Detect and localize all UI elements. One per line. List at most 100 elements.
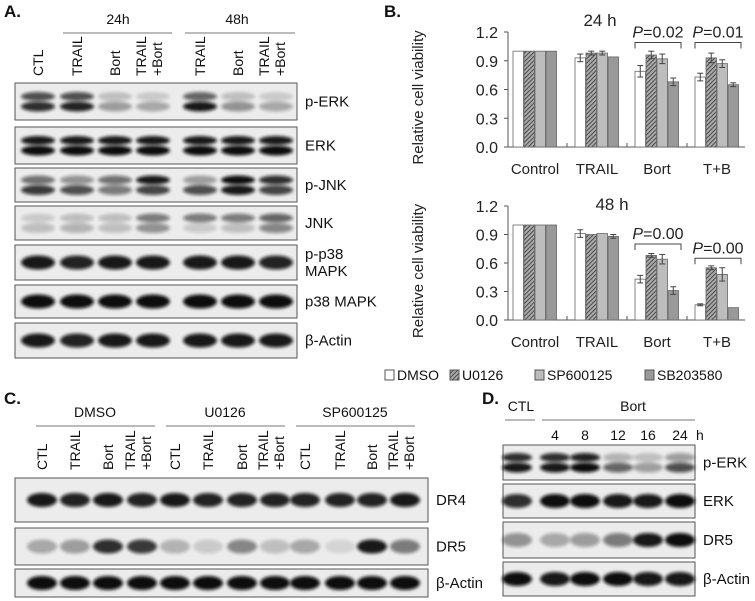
band-upper [183,213,217,223]
band-lower [98,185,132,195]
band-lower [633,462,663,473]
lane-label: TRAIL [385,430,401,470]
y-tick-label: 0.9 [476,54,498,71]
legend-label: DMSO [397,367,439,383]
band [60,576,90,590]
panel-b-charts: 0.0 0.3 0.6 0.9 1.2 Relative cell viability 24… [384,11,745,383]
band-lower [21,101,55,112]
group-header: CTL [508,398,535,414]
lane-label: Bort [364,444,380,470]
y-tick-label: 0.0 [476,140,498,157]
lane-label: +Bort [138,436,154,470]
band [160,493,190,507]
panel-c-label: C. [4,389,21,408]
blot-label: β-Actin [305,333,352,350]
band-lower [540,462,570,473]
blot-p38mapk: p38 MAPK [14,284,377,319]
band-upper [540,453,570,462]
bar-dmso [694,304,706,321]
p-value-annotation: P=0.00 [692,240,743,257]
band-upper [221,92,255,101]
band [136,255,170,270]
band [325,539,355,554]
band [27,493,57,507]
category-label: Bort [643,334,671,351]
band-upper [665,453,695,462]
band-lower [502,462,532,473]
panel-d-label: D. [482,389,499,408]
band [357,493,387,507]
bar-u0126 [705,57,717,148]
y-tick-label: 0.6 [476,83,498,100]
bar-dmso [634,70,646,148]
lane-label: TRAIL [133,36,149,76]
bar-dmso [512,224,524,321]
p-value-annotation: P=0.00 [632,226,683,243]
blot-label: DR5 [436,539,466,556]
category-label: Bort [643,161,671,178]
band-lower [136,185,170,195]
bar-u0126 [585,234,597,321]
band [21,333,55,348]
band-lower [21,223,55,233]
lane-label: +Bort [401,436,417,470]
blot-p-jnk: p-JNK [14,167,347,203]
bar-sb203580 [667,81,679,148]
band-lower [259,185,293,195]
blot-label: MAPK [305,263,348,280]
band [259,333,293,348]
blot-frame [14,167,298,203]
band-upper [221,213,255,223]
band-upper [136,213,170,223]
significance-bracket [694,42,742,49]
lane-label: 12 [610,427,626,443]
band [502,494,532,508]
band [60,539,90,554]
band [260,539,290,554]
bar-sb203580 [607,56,619,148]
band [357,539,387,554]
bar-dmso [574,233,586,321]
band [21,255,55,270]
group-header: SP600125 [322,404,388,420]
band [193,539,223,554]
y-tick-label: 1.2 [476,25,498,42]
p-symbol: P [692,240,703,257]
p-symbol: P [632,25,643,42]
blot-frame [14,82,298,121]
lane-label: Bort [107,50,123,76]
category-label: T+B [703,334,731,351]
band [193,493,223,507]
bar-sb203580 [667,290,679,321]
y-axis-label: Relative cell viability [410,30,427,165]
band [98,255,132,270]
band [570,572,600,586]
band [227,576,257,590]
band [259,255,293,270]
lane-label: CTL [30,49,46,76]
band [633,494,663,508]
bar-dmso [634,278,646,321]
lane-label: TRAIL [67,430,83,470]
band-lower [570,462,600,473]
bar-sp600125 [596,52,608,148]
panel-a-label: A. [4,2,21,21]
band [325,493,355,507]
band [227,539,257,554]
band-lower [183,101,217,112]
p-value: =0.01 [703,25,744,42]
bar-sp600125 [534,50,546,148]
band [540,572,570,586]
lane-label: +Bort [271,436,287,470]
band [136,333,170,348]
band [160,539,190,554]
category-label: T+B [703,161,731,178]
band [183,255,217,270]
lane-label: CTL [34,443,50,470]
band-upper [98,136,132,145]
band-upper [21,175,55,185]
bar-sp600125 [656,258,668,321]
band [227,493,257,507]
band [633,533,663,547]
